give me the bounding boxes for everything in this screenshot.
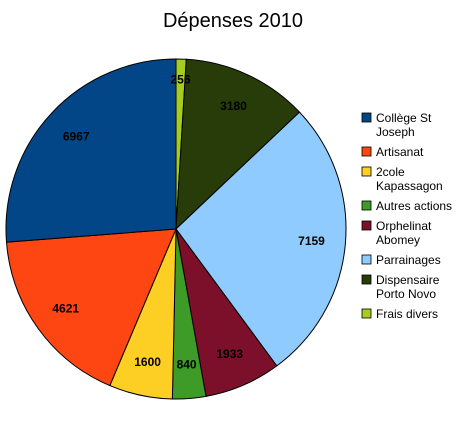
legend-item-artisanat: Artisanat (361, 145, 424, 159)
legend-swatch (361, 200, 372, 211)
legend-item-parrainages: Parrainages (361, 253, 441, 267)
legend-item-autres-actions: Autres actions (361, 199, 452, 213)
legend-label: Orphelinat Abomey (376, 219, 432, 247)
legend-label: Artisanat (376, 145, 424, 159)
data-label-parrainages: 7159 (298, 234, 325, 248)
legend-label: Autres actions (376, 199, 452, 213)
data-label-college-st-joseph: 6967 (63, 130, 90, 144)
legend-swatch (361, 166, 372, 177)
legend-label: Dispensaire Porto Novo (376, 273, 440, 301)
legend-swatch (361, 220, 372, 231)
legend-item-orphelinat-abomey: Orphelinat Abomey (361, 219, 432, 247)
legend: Collège St Joseph Artisanat 2cole Kapassagon… (361, 111, 452, 321)
legend-swatch (361, 112, 372, 123)
data-label-orphelinat-abomey: 1933 (216, 347, 243, 361)
pie-slice-parrainages (175, 111, 347, 367)
pie-slice-college-st-joseph (5, 58, 177, 243)
pie-slices (5, 58, 347, 400)
legend-item-college-st-joseph: Collège St Joseph (361, 111, 432, 139)
data-label-2cole-kapassagon: 1600 (134, 355, 161, 369)
legend-swatch (361, 254, 372, 265)
legend-swatch (361, 146, 372, 157)
legend-label: Frais divers (376, 307, 438, 321)
data-label-frais-divers: 256 (170, 73, 190, 87)
legend-item-dispensaire-porto-novo: Dispensaire Porto Novo (361, 273, 440, 301)
legend-label: Collège St Joseph (376, 111, 432, 139)
legend-label: Parrainages (376, 253, 441, 267)
legend-swatch (361, 308, 372, 319)
chart-title: Dépenses 2010 (163, 10, 303, 32)
data-label-autres-actions: 840 (177, 358, 197, 372)
legend-item-2cole-kapassagon: 2cole Kapassagon (361, 165, 443, 193)
legend-item-frais-divers: Frais divers (361, 307, 438, 321)
pie-data-labels: 256 3180 7159 1933 840 1600 4621 6967 (52, 73, 325, 372)
pie-slice-dispensaire-porto-novo (175, 58, 301, 231)
legend-label: 2cole Kapassagon (376, 165, 443, 193)
data-label-artisanat: 4621 (52, 302, 79, 316)
data-label-dispensaire-porto-novo: 3180 (220, 99, 247, 113)
legend-swatch (361, 274, 372, 285)
pie-slice-artisanat (5, 228, 177, 387)
